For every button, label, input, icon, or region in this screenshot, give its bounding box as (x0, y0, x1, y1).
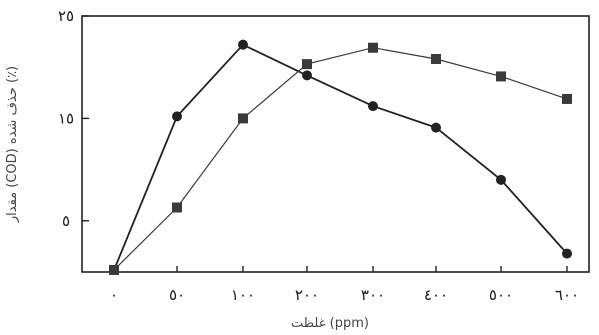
x-axis-title: غلظت (ppm) (291, 316, 369, 331)
series-1-point (431, 122, 441, 133)
series-2-point (109, 264, 119, 275)
series-1-point (302, 70, 312, 81)
series-2-point (368, 42, 378, 53)
y-axis-title: مقدار (COD) حذف شده (٪) (5, 66, 20, 223)
series-2-line (113, 47, 568, 271)
x-tick-label: ١٠٠ (231, 286, 255, 304)
series-1-point (368, 101, 378, 112)
series-1-point (562, 248, 572, 259)
series-1-line (113, 43, 568, 271)
series-2-point (431, 54, 441, 65)
y-tick-label: ١٥ (58, 109, 74, 127)
series-1-point (172, 111, 182, 122)
series-2-point (172, 202, 182, 213)
series-2-point (562, 93, 572, 104)
x-tick-label: ٠ (110, 286, 118, 304)
plot-frame (81, 15, 590, 273)
y-tick-label: ٥ (62, 212, 70, 230)
series-1-point (496, 174, 506, 185)
series-2-point (238, 113, 248, 124)
y-tick-label: ٢٥ (58, 7, 74, 25)
x-tick-label: ٥٠٠ (489, 286, 513, 304)
x-tick-label: ٥٠ (169, 286, 185, 304)
series-2-point (302, 59, 312, 70)
x-tick-label: ٢٠٠ (295, 286, 319, 304)
series-1-point (238, 39, 248, 50)
series-2-point (496, 71, 506, 82)
x-tick-label: ٣٠٠ (361, 286, 385, 304)
x-tick-label: ٤٠٠ (424, 286, 448, 304)
x-tick-label: ٦٠٠ (555, 286, 579, 304)
